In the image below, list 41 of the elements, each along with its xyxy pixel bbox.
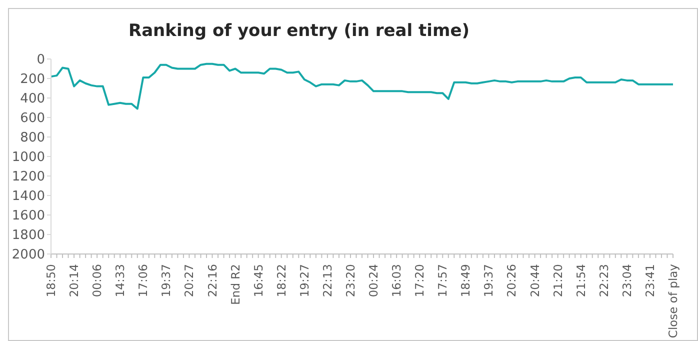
x-tick-label: 19:37 [159, 264, 174, 298]
y-tick-label: 0 [36, 52, 45, 68]
y-tick-label: 1600 [12, 208, 45, 224]
x-tick-label: 21:54 [574, 264, 588, 298]
x-tick-label: 00:24 [366, 264, 381, 298]
x-tick-label: 16:03 [390, 264, 404, 298]
x-tick-label: 00:06 [90, 264, 104, 298]
x-tick-label: 18:22 [274, 264, 288, 298]
x-tick-label: 19:27 [297, 264, 312, 298]
x-tick-label: 16:45 [251, 264, 266, 298]
y-tick-label: 2000 [12, 248, 45, 263]
y-tick-label: 800 [20, 130, 45, 146]
x-tick-label: 20:14 [67, 264, 82, 298]
x-tick-label: Close of play [666, 264, 680, 338]
x-tick-label: 20:44 [528, 264, 542, 298]
y-tick-label: 200 [20, 72, 45, 88]
x-tick-label: 14:33 [113, 264, 128, 298]
x-tick-label: 17:06 [136, 264, 150, 298]
x-tick-label: End R2 [228, 264, 242, 305]
chart-title: Ranking of your entry (in real time) [127, 21, 470, 41]
x-tick-label: 22:23 [596, 264, 611, 298]
x-tick-label: 20:26 [504, 264, 519, 298]
y-tick-label: 1200 [12, 170, 45, 185]
x-tick-label: 22:13 [320, 264, 334, 298]
x-tick-label: 18:50 [44, 264, 58, 298]
x-tick-label: 17:20 [412, 264, 427, 298]
x-tick-label: 20:27 [182, 264, 196, 298]
x-tick-label: 23:41 [642, 264, 657, 298]
y-tick-label: 1000 [12, 150, 45, 166]
x-tick-label: 22:16 [205, 264, 220, 298]
y-tick-label: 400 [20, 92, 45, 107]
x-tick-label: 18:49 [458, 264, 473, 298]
x-tick-label: 21:20 [550, 264, 565, 298]
x-tick-label: 17:57 [436, 264, 450, 298]
y-tick-label: 1400 [12, 189, 45, 204]
y-tick-label: 1800 [12, 228, 45, 244]
y-tick-label: 600 [20, 111, 45, 126]
line-series [50, 62, 674, 110]
x-tick-label: 23:04 [620, 264, 634, 298]
x-tick-label: 23:20 [343, 264, 358, 298]
x-tick-label: 19:37 [482, 264, 496, 298]
